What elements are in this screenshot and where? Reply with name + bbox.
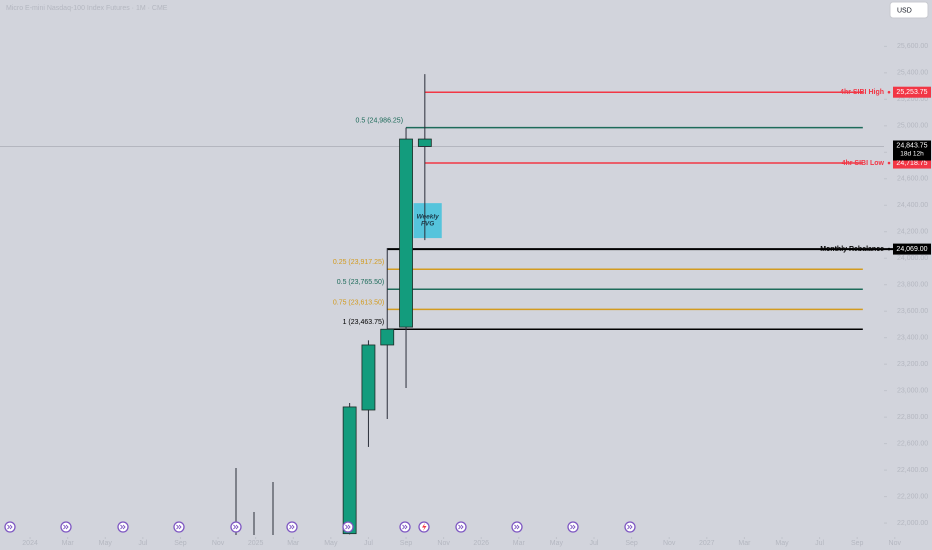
- price-tag: [893, 243, 931, 255]
- fvg-label: FVG: [421, 220, 434, 227]
- y-tick-label: 24,400.00: [897, 202, 928, 209]
- candle-body: [342, 406, 357, 535]
- event-arrow: [7, 524, 13, 530]
- y-tick-label: 25,600.00: [897, 43, 928, 50]
- level-dot: [887, 161, 891, 165]
- y-tick-label: 22,200.00: [897, 493, 928, 500]
- y-tick-label: 23,400.00: [897, 335, 928, 342]
- x-tick-label: 2025: [248, 540, 264, 547]
- x-tick-label: Nov: [212, 540, 225, 547]
- event-arrow: [345, 524, 351, 530]
- fib-label: 0.25 (23,917.25): [333, 259, 384, 266]
- level-dot: [887, 90, 891, 94]
- y-tick-label: 25,200.00: [897, 96, 928, 103]
- x-tick-label: Jul: [815, 540, 824, 547]
- candle-body: [361, 344, 376, 411]
- level-label: 4hr SIBI Low: [842, 160, 885, 167]
- event-arrow: [570, 524, 576, 530]
- fib-label: 0.5 (23,765.50): [337, 279, 384, 286]
- fib-label: 1 (23,463.75): [343, 319, 385, 326]
- price-tag-label: 24,718.75: [896, 160, 927, 167]
- event-arrow: [627, 524, 633, 530]
- candle-body: [399, 138, 413, 328]
- price-tag: [893, 86, 931, 98]
- event-arrow: [402, 524, 408, 530]
- x-tick-label: 2027: [699, 540, 715, 547]
- price-tag-label: 24,843.75: [896, 142, 927, 149]
- x-tick-label: May: [324, 540, 338, 547]
- y-tick-label: 23,000.00: [897, 387, 928, 394]
- x-tick-label: Jul: [138, 540, 147, 547]
- event-arrow: [120, 524, 126, 530]
- x-tick-label: Mar: [62, 540, 75, 547]
- event-arrow: [289, 524, 295, 530]
- x-tick-label: Nov: [437, 540, 450, 547]
- event-arrow: [63, 524, 69, 530]
- currency-label[interactable]: USD: [897, 7, 912, 14]
- y-tick-label: 22,800.00: [897, 414, 928, 421]
- y-tick-label: 22,600.00: [897, 440, 928, 447]
- chart-title: Micro E-mini Nasdaq-100 Index Futures · …: [6, 5, 168, 12]
- level-label: 4hr SIBI High: [840, 89, 884, 96]
- event-arrow: [458, 524, 464, 530]
- y-tick-label: 25,400.00: [897, 70, 928, 77]
- event-bolt: [422, 523, 427, 531]
- x-tick-label: Sep: [400, 540, 413, 547]
- x-tick-label: May: [99, 540, 113, 547]
- countdown-label: 18d 12h: [900, 151, 924, 158]
- y-tick-label: 24,600.00: [897, 176, 928, 183]
- x-tick-label: Mar: [738, 540, 751, 547]
- x-tick-label: Nov: [889, 540, 902, 547]
- candle-body: [417, 138, 432, 147]
- x-tick-label: Jul: [590, 540, 599, 547]
- price-tag: [893, 157, 931, 169]
- x-tick-label: Sep: [625, 540, 638, 547]
- event-arrow: [514, 524, 520, 530]
- price-tag: [893, 140, 931, 161]
- x-tick-label: 2024: [22, 540, 38, 547]
- fib-label: 0.75 (23,613.50): [333, 299, 384, 306]
- price-tag-label: 24,069.00: [896, 246, 927, 253]
- candle-body: [380, 328, 395, 346]
- x-tick-label: 2026: [473, 540, 489, 547]
- y-tick-label: 25,000.00: [897, 123, 928, 130]
- fvg-zone: [413, 203, 442, 239]
- x-tick-label: Nov: [663, 540, 676, 547]
- x-tick-label: Sep: [174, 540, 187, 547]
- fvg-label: Weekly: [417, 213, 440, 220]
- y-tick-label: 23,600.00: [897, 308, 928, 315]
- event-arrow: [176, 524, 182, 530]
- price-tag-label: 25,253.75: [896, 89, 927, 96]
- level-dot: [887, 247, 891, 251]
- level-label: Monthly Rebalance: [820, 246, 884, 253]
- y-tick-label: 24,200.00: [897, 229, 928, 236]
- currency-button[interactable]: [889, 1, 929, 19]
- x-tick-label: Sep: [851, 540, 864, 547]
- x-tick-label: Mar: [513, 540, 526, 547]
- fib-label: 0.5 (24,986.25): [356, 117, 403, 124]
- x-tick-label: Jul: [364, 540, 373, 547]
- y-tick-label: 24,000.00: [897, 255, 928, 262]
- y-tick-label: 22,400.00: [897, 467, 928, 474]
- x-tick-label: May: [775, 540, 789, 547]
- x-tick-label: Mar: [287, 540, 300, 547]
- y-tick-label: 23,800.00: [897, 282, 928, 289]
- y-tick-label: 23,200.00: [897, 361, 928, 368]
- y-tick-label: 22,000.00: [897, 520, 928, 527]
- event-arrow: [233, 524, 239, 530]
- x-tick-label: May: [550, 540, 564, 547]
